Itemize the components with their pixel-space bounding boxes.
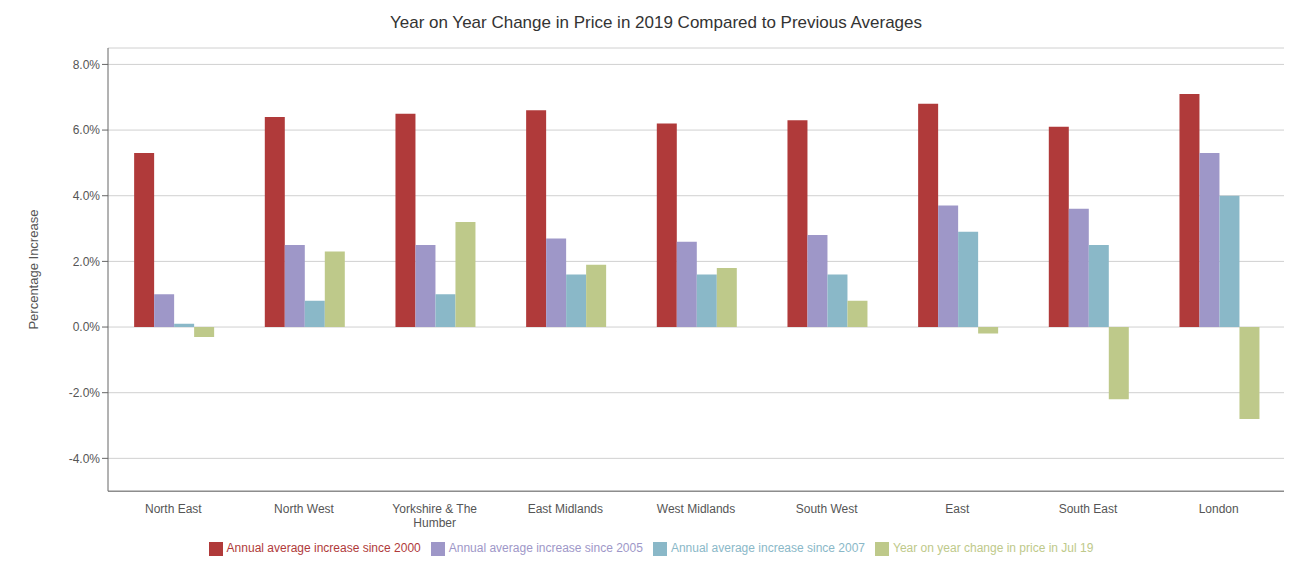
svg-text:Yorkshire & TheHumber: Yorkshire & TheHumber — [392, 502, 477, 530]
html-text:Annual average increase since: Annual average increase since 2005 — [448, 541, 643, 556]
svg-text:2.0%: 2.0% — [73, 255, 101, 269]
svg-text:-2.0%: -2.0% — [69, 386, 101, 400]
svg-text:East Midlands: East Midlands — [528, 502, 603, 516]
svg-text:North East: North East — [145, 502, 202, 516]
html-text:Annual average increase since: Annual average increase since 2007 — [670, 541, 865, 556]
html-text:Year on Year Change in Price i: Year on Year Change in Price in 2019 Com… — [390, 13, 922, 32]
svg-text:6.0%: 6.0% — [73, 123, 101, 137]
svg-text:London: London — [1199, 502, 1239, 516]
svg-text:East: East — [945, 502, 970, 516]
svg-text:South East: South East — [1059, 502, 1118, 516]
svg-text:4.0%: 4.0% — [73, 189, 101, 203]
svg-text:8.0%: 8.0% — [73, 58, 101, 72]
html-text:Annual average increase since: Annual average increase since 2000 — [226, 541, 421, 556]
svg-text:Percentage Increase: Percentage Increase — [26, 210, 41, 330]
html-text:Year on year change in price i: Year on year change in price in Jul 19 — [893, 541, 1094, 556]
svg-text:0.0%: 0.0% — [73, 320, 101, 334]
svg-text:North West: North West — [274, 502, 334, 516]
svg-text:South West: South West — [796, 502, 858, 516]
svg-text:West Midlands: West Midlands — [657, 502, 735, 516]
svg-text:-4.0%: -4.0% — [69, 452, 101, 466]
